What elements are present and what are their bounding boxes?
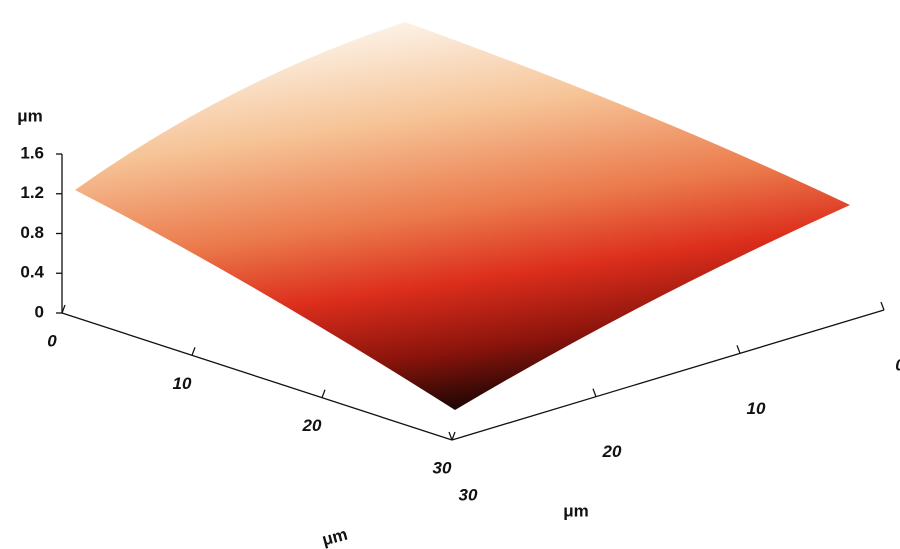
x-tick bbox=[191, 347, 196, 356]
x-tick bbox=[321, 389, 326, 398]
y-tick bbox=[592, 388, 597, 397]
z-tick-label: 1.6 bbox=[20, 143, 44, 162]
y-tick bbox=[880, 301, 885, 311]
y-tick bbox=[736, 345, 741, 354]
z-axis-label: μm bbox=[17, 106, 43, 125]
surface bbox=[75, 22, 850, 410]
x-tick bbox=[451, 431, 456, 441]
y-tick-label: 10 bbox=[747, 399, 766, 418]
y-axis bbox=[451, 309, 885, 441]
x-axis-label: μm bbox=[320, 525, 350, 549]
x-tick bbox=[61, 304, 66, 314]
z-tick-label: 0.4 bbox=[20, 263, 44, 282]
z-tick-label: 0 bbox=[35, 302, 44, 321]
y-tick bbox=[448, 431, 453, 441]
y-tick-label: 30 bbox=[459, 485, 478, 504]
x-tick-label: 30 bbox=[433, 458, 452, 477]
x-axis bbox=[61, 312, 453, 441]
y-axis-label: μm bbox=[563, 501, 589, 520]
x-tick-label: 10 bbox=[173, 374, 192, 393]
y-tick-label: 20 bbox=[602, 442, 622, 461]
x-tick-label: 20 bbox=[302, 416, 322, 435]
z-tick-label: 0.8 bbox=[20, 223, 44, 242]
y-tick-label: 0 bbox=[895, 355, 900, 374]
x-tick-label: 0 bbox=[47, 331, 57, 350]
z-tick-label: 1.2 bbox=[20, 183, 44, 202]
